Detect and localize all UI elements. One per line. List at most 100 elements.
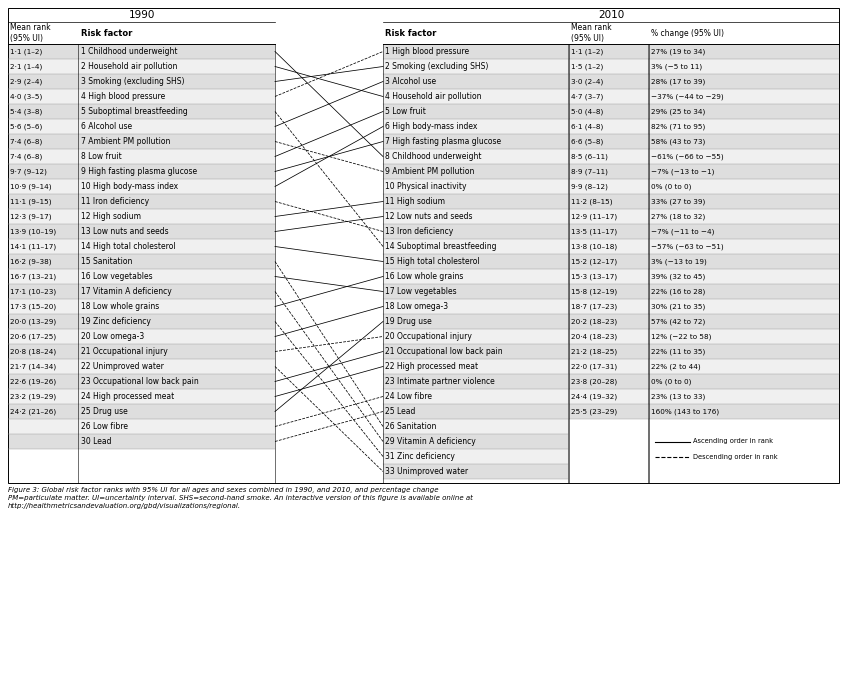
Text: 6 Alcohol use: 6 Alcohol use: [81, 122, 132, 131]
Bar: [8, 299, 274, 314]
Text: 7·4 (6–8): 7·4 (6–8): [10, 139, 42, 145]
Bar: [383, 44, 568, 59]
Bar: [569, 239, 648, 254]
Text: 8 Low fruit: 8 Low fruit: [81, 152, 122, 161]
Text: 18 Low omega-3: 18 Low omega-3: [385, 302, 448, 311]
Text: 13·8 (10–18): 13·8 (10–18): [571, 244, 617, 250]
Bar: [8, 74, 274, 89]
Text: 2 Household air pollution: 2 Household air pollution: [81, 62, 177, 71]
Text: 22 Unimproved water: 22 Unimproved water: [81, 362, 163, 371]
Bar: [569, 299, 648, 314]
Bar: [569, 329, 648, 344]
Text: 7 Ambient PM pollution: 7 Ambient PM pollution: [81, 137, 170, 146]
Text: 25 Drug use: 25 Drug use: [81, 407, 128, 416]
Text: 8·5 (6–11): 8·5 (6–11): [571, 153, 608, 160]
Bar: [569, 269, 648, 284]
Bar: [383, 59, 568, 74]
Text: 5·0 (4–8): 5·0 (4–8): [571, 108, 603, 115]
Text: 25 Lead: 25 Lead: [385, 407, 415, 416]
Bar: [569, 389, 648, 404]
Text: 3% (−5 to 11): 3% (−5 to 11): [651, 63, 702, 70]
Text: 22% (2 to 44): 22% (2 to 44): [651, 364, 700, 370]
Bar: [649, 254, 839, 269]
Bar: [8, 374, 274, 389]
Bar: [569, 404, 648, 419]
Text: 5 Low fruit: 5 Low fruit: [385, 107, 426, 116]
Bar: [8, 119, 274, 134]
Text: 20·4 (18–23): 20·4 (18–23): [571, 333, 617, 340]
Text: 15·3 (13–17): 15·3 (13–17): [571, 273, 617, 280]
Bar: [649, 194, 839, 209]
Text: 6·6 (5–8): 6·6 (5–8): [571, 139, 603, 145]
Bar: [383, 284, 568, 299]
Text: 22·6 (19–26): 22·6 (19–26): [10, 378, 56, 385]
Bar: [649, 104, 839, 119]
Text: 2·9 (2–4): 2·9 (2–4): [10, 78, 42, 85]
Text: 22 High processed meat: 22 High processed meat: [385, 362, 478, 371]
Text: 19 Zinc deficiency: 19 Zinc deficiency: [81, 317, 151, 326]
Bar: [569, 164, 648, 179]
Text: 22% (16 to 28): 22% (16 to 28): [651, 288, 706, 295]
Text: Risk factor: Risk factor: [385, 29, 436, 38]
Text: Figure 3: Global risk factor ranks with 95% UI for all ages and sexes combined i: Figure 3: Global risk factor ranks with …: [8, 487, 473, 510]
Bar: [569, 44, 648, 59]
Text: 27% (19 to 34): 27% (19 to 34): [651, 48, 706, 55]
Text: 10 Physical inactivity: 10 Physical inactivity: [385, 182, 467, 191]
Text: 82% (71 to 95): 82% (71 to 95): [651, 123, 706, 130]
Text: 23% (13 to 33): 23% (13 to 33): [651, 393, 706, 400]
Text: 21 Occupational low back pain: 21 Occupational low back pain: [385, 347, 502, 356]
Bar: [649, 404, 839, 419]
Text: 11·1 (9–15): 11·1 (9–15): [10, 198, 52, 204]
Bar: [383, 329, 568, 344]
Text: 4·0 (3–5): 4·0 (3–5): [10, 93, 42, 99]
Bar: [383, 239, 568, 254]
Text: 5·4 (3–8): 5·4 (3–8): [10, 108, 42, 115]
Bar: [649, 149, 839, 164]
Text: 29% (25 to 34): 29% (25 to 34): [651, 108, 706, 115]
Bar: [383, 419, 568, 434]
Bar: [383, 359, 568, 374]
Text: 22·0 (17–31): 22·0 (17–31): [571, 364, 617, 370]
Text: 23·2 (19–29): 23·2 (19–29): [10, 393, 56, 400]
Bar: [569, 344, 648, 359]
Bar: [569, 284, 648, 299]
Bar: [569, 179, 648, 194]
Text: 9 High fasting plasma glucose: 9 High fasting plasma glucose: [81, 167, 197, 176]
Text: 19 Drug use: 19 Drug use: [385, 317, 432, 326]
Bar: [383, 179, 568, 194]
Text: Risk factor: Risk factor: [81, 29, 132, 38]
Text: 1·1 (1–2): 1·1 (1–2): [571, 48, 603, 55]
Text: 27% (18 to 32): 27% (18 to 32): [651, 213, 706, 220]
Bar: [649, 89, 839, 104]
Text: 12·9 (11–17): 12·9 (11–17): [571, 213, 617, 220]
Text: 15 Sanitation: 15 Sanitation: [81, 257, 132, 266]
Text: 58% (43 to 73): 58% (43 to 73): [651, 139, 706, 145]
Bar: [383, 314, 568, 329]
Text: Mean rank
(95% UI): Mean rank (95% UI): [10, 23, 51, 43]
Bar: [649, 44, 839, 59]
Bar: [8, 59, 274, 74]
Bar: [649, 119, 839, 134]
Text: −7% (−11 to −4): −7% (−11 to −4): [651, 228, 714, 235]
Text: 6·1 (4–8): 6·1 (4–8): [571, 123, 603, 130]
Text: 28% (17 to 39): 28% (17 to 39): [651, 78, 706, 85]
Bar: [383, 164, 568, 179]
Bar: [649, 314, 839, 329]
Bar: [8, 419, 274, 434]
Text: 20·0 (13–29): 20·0 (13–29): [10, 318, 56, 324]
Bar: [569, 359, 648, 374]
Bar: [569, 134, 648, 149]
Text: 1990: 1990: [128, 10, 155, 20]
Text: 8·9 (7–11): 8·9 (7–11): [571, 168, 608, 175]
Text: 18·7 (17–23): 18·7 (17–23): [571, 303, 617, 310]
Text: 14 Suboptimal breastfeeding: 14 Suboptimal breastfeeding: [385, 242, 496, 251]
Text: 23·8 (20–28): 23·8 (20–28): [571, 378, 617, 385]
Bar: [569, 224, 648, 239]
Text: 11 Iron deficiency: 11 Iron deficiency: [81, 197, 149, 206]
Bar: [383, 374, 568, 389]
Text: Ascending order in rank: Ascending order in rank: [693, 438, 773, 445]
Bar: [649, 59, 839, 74]
Text: 2·1 (1–4): 2·1 (1–4): [10, 63, 42, 70]
Text: 16·7 (13–21): 16·7 (13–21): [10, 273, 56, 280]
Bar: [383, 464, 568, 479]
